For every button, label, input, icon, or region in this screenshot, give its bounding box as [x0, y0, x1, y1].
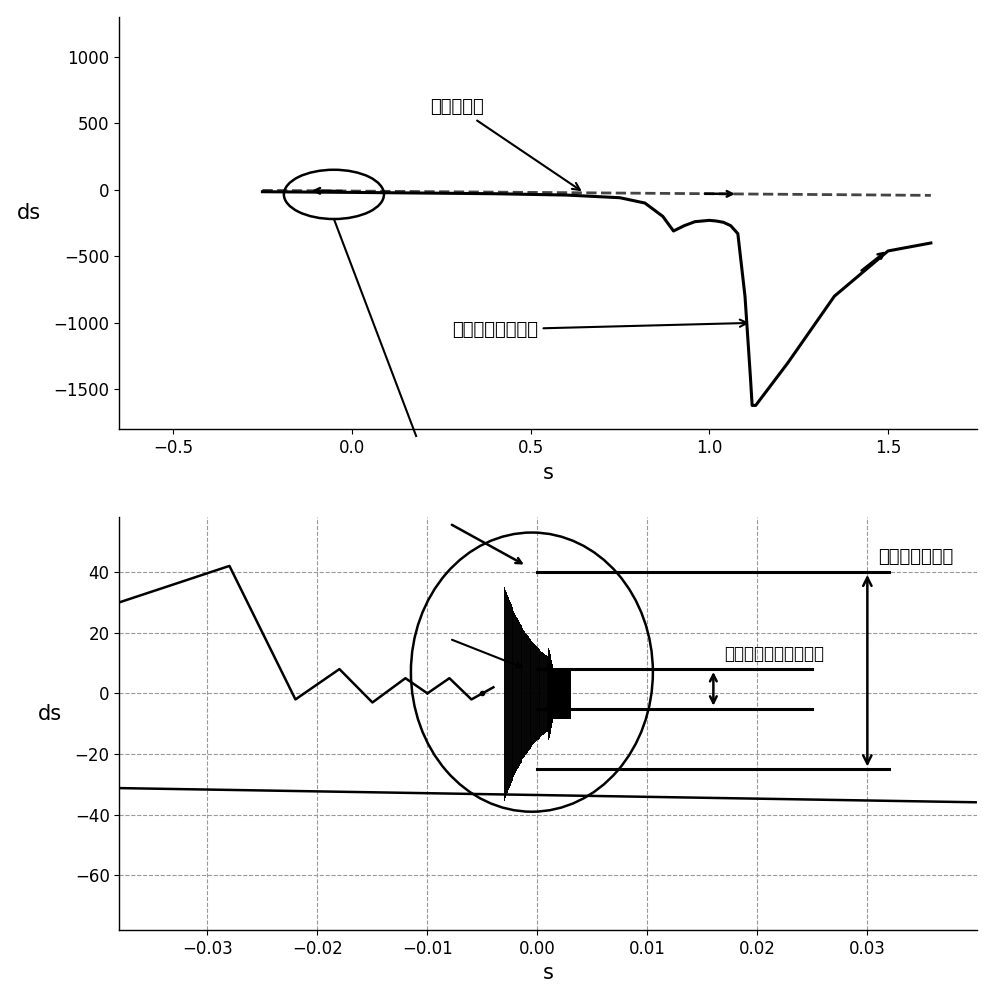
Text: 卡尔曼滑模变收敛: 卡尔曼滑模变收敛	[452, 320, 747, 339]
Y-axis label: ds: ds	[17, 203, 41, 223]
X-axis label: s: s	[543, 463, 554, 483]
Y-axis label: ds: ds	[38, 704, 62, 724]
Text: 滑模变抗震幅値: 滑模变抗震幅値	[879, 548, 953, 566]
X-axis label: s: s	[543, 963, 554, 983]
Text: 滑模变收敛: 滑模变收敛	[430, 98, 580, 190]
Text: 卡尔曼滑模变抗震幅値: 卡尔曼滑模变抗震幅値	[725, 645, 824, 663]
